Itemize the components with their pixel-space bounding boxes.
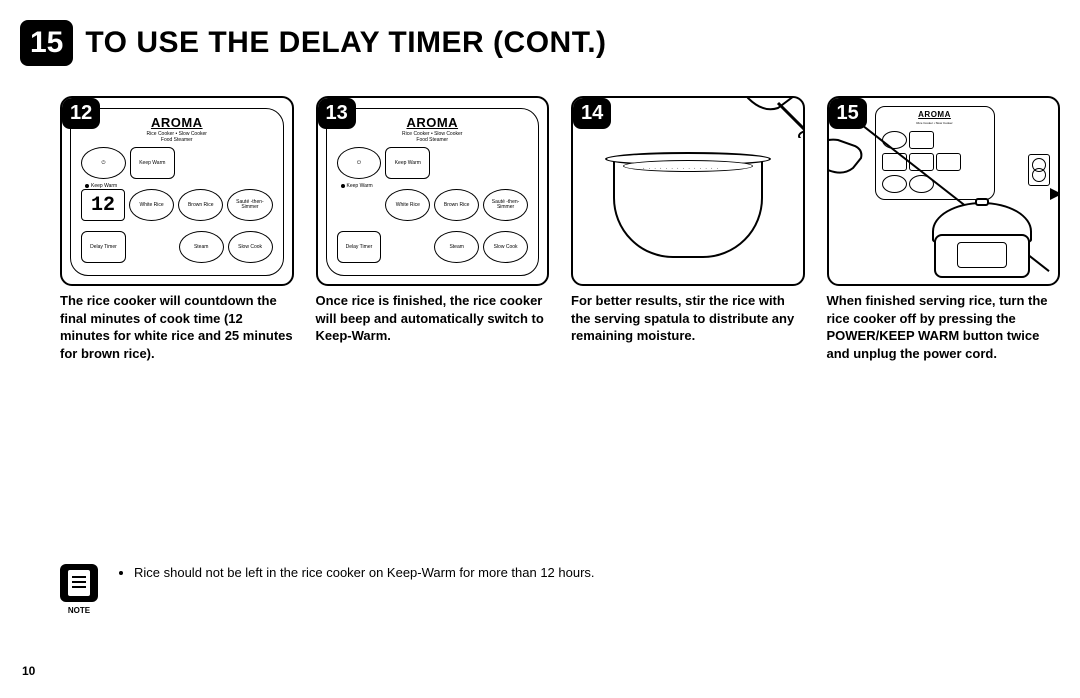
saute-button: Sauté -then- Simmer xyxy=(483,189,528,221)
step-15-illustration: 15 AROMA Rice Cooker • Slow Cooker xyxy=(827,96,1061,286)
power-button: ⏻ xyxy=(337,147,382,179)
steam-button: Steam xyxy=(434,231,479,263)
note-section: NOTE Rice should not be left in the rice… xyxy=(60,564,595,602)
note-text: Rice should not be left in the rice cook… xyxy=(116,564,595,582)
section-number-badge: 15 xyxy=(20,20,73,66)
brown-rice-button xyxy=(909,153,934,171)
control-panel-illustration: AROMA Rice Cooker • Slow CookerFood Stea… xyxy=(70,108,284,276)
step-number: 13 xyxy=(318,98,356,129)
delay-timer-button: Delay Timer xyxy=(81,231,126,263)
step-12: 12 AROMA Rice Cooker • Slow CookerFood S… xyxy=(60,96,294,362)
saute-button: Sauté -then- Simmer xyxy=(227,189,272,221)
pot-icon: · · · · · · · · · · · · · · xyxy=(613,158,763,258)
page-header: 15 TO USE THE DELAY TIMER (CONT.) xyxy=(20,20,1060,66)
white-rice-button: White Rice xyxy=(385,189,430,221)
brand-label: AROMA xyxy=(918,110,951,119)
control-panel-illustration: AROMA Rice Cooker • Slow CookerFood Stea… xyxy=(326,108,540,276)
slow-cook-button: Slow Cook xyxy=(483,231,528,263)
steam-button xyxy=(882,175,907,193)
keep-warm-button: Keep Warm xyxy=(385,147,430,179)
power-button xyxy=(882,131,907,149)
step-15: 15 AROMA Rice Cooker • Slow Cooker xyxy=(827,96,1061,362)
step-number: 15 xyxy=(829,98,867,129)
note-item: Rice should not be left in the rice cook… xyxy=(134,564,595,582)
step-14: 14 · · · · · · · · · · · · · · For bette… xyxy=(571,96,805,362)
hand-spatula-icon xyxy=(723,96,805,138)
brand-label: AROMA xyxy=(151,115,203,130)
pressing-finger-icon xyxy=(827,128,865,178)
brand-subtitle: Rice Cooker • Slow Cooker xyxy=(916,121,952,125)
note-label: NOTE xyxy=(60,606,98,615)
unplug-arrow-icon xyxy=(1050,188,1060,200)
wall-outlet-icon xyxy=(1028,154,1050,186)
white-rice-button: White Rice xyxy=(129,189,174,221)
step-number: 12 xyxy=(62,98,100,129)
brown-rice-button: Brown Rice xyxy=(178,189,223,221)
step-number: 14 xyxy=(573,98,611,129)
keep-warm-button xyxy=(909,131,934,149)
note-icon xyxy=(60,564,98,602)
step-caption: When finished serving rice, turn the ric… xyxy=(827,292,1061,362)
step-12-illustration: 12 AROMA Rice Cooker • Slow CookerFood S… xyxy=(60,96,294,286)
keep-warm-button: Keep Warm xyxy=(130,147,175,179)
lcd-display: 12 xyxy=(81,189,125,221)
slow-cook-button: Slow Cook xyxy=(228,231,273,263)
brand-subtitle: Rice Cooker • Slow CookerFood Steamer xyxy=(147,131,207,143)
page-number: 10 xyxy=(22,664,35,678)
step-13: 13 AROMA Rice Cooker • Slow CookerFood S… xyxy=(316,96,550,362)
brand-subtitle: Rice Cooker • Slow CookerFood Steamer xyxy=(402,131,462,143)
steps-row: 12 AROMA Rice Cooker • Slow CookerFood S… xyxy=(60,96,1060,362)
mini-control-panel: AROMA Rice Cooker • Slow Cooker xyxy=(875,106,995,200)
brand-label: AROMA xyxy=(406,115,458,130)
saute-button xyxy=(936,153,961,171)
power-button: ⏻ xyxy=(81,147,126,179)
section-title: TO USE THE DELAY TIMER (CONT.) xyxy=(85,26,606,60)
rice-cooker-icon xyxy=(932,202,1032,278)
step-caption: For better results, stir the rice with t… xyxy=(571,292,805,345)
step-caption: Once rice is finished, the rice cooker w… xyxy=(316,292,550,345)
step-13-illustration: 13 AROMA Rice Cooker • Slow CookerFood S… xyxy=(316,96,550,286)
steam-button: Steam xyxy=(179,231,224,263)
step-caption: The rice cooker will countdown the final… xyxy=(60,292,294,362)
step-14-illustration: 14 · · · · · · · · · · · · · · xyxy=(571,96,805,286)
brown-rice-button: Brown Rice xyxy=(434,189,479,221)
delay-timer-button: Delay Timer xyxy=(337,231,382,263)
